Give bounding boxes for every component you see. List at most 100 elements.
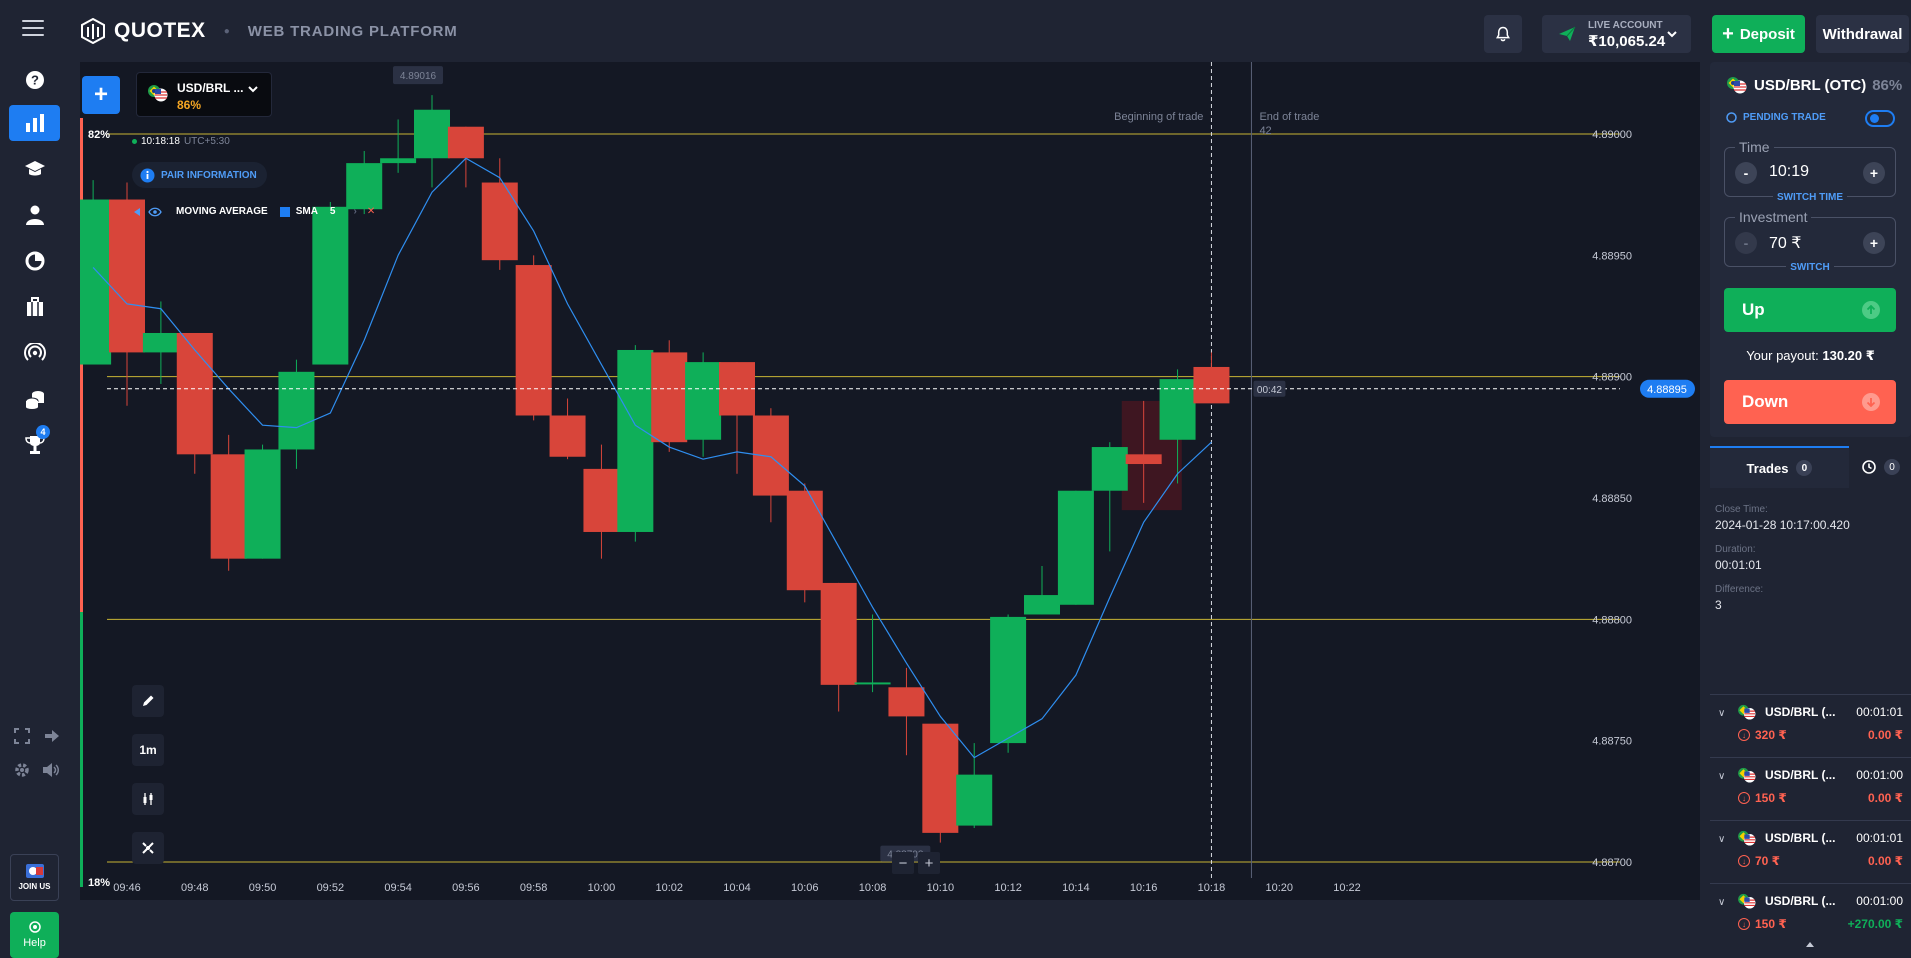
price-axis-label: 4.88750 (1592, 736, 1632, 748)
trade-asset-payout: 86% (1872, 76, 1903, 94)
drawing-tools-button[interactable] (132, 685, 164, 717)
down-label: Down (1742, 392, 1789, 411)
remove-indicator-icon[interactable]: ✕ (366, 206, 376, 217)
down-direction-icon: ↓ (1738, 855, 1750, 867)
withdrawal-button[interactable]: Withdrawal (1816, 15, 1909, 53)
usd-brl-flag-icon (148, 85, 168, 102)
candle-up (990, 616, 1027, 744)
candle-down (447, 126, 484, 159)
difference-label: Difference: (1715, 584, 1764, 595)
time-value[interactable]: 10:19 (1769, 163, 1810, 180)
trade-asset-name: USD/BRL (... (1765, 768, 1836, 782)
sidebar-item-support[interactable]: ? (9, 62, 60, 98)
pair-information-button[interactable]: PAIR INFORMATION (132, 162, 267, 188)
candle-down (820, 582, 857, 685)
duration-value: 00:01:01 (1715, 558, 1762, 572)
chevron-down-icon[interactable]: ∨ (1718, 897, 1726, 908)
usd-brl-flag-icon (1727, 77, 1747, 94)
tab-history[interactable]: 0 (1851, 446, 1911, 488)
pending-trade-toggle[interactable] (1865, 110, 1895, 127)
indicator-settings-icon[interactable]: › (353, 206, 357, 217)
investment-increase-button[interactable]: + (1863, 232, 1885, 254)
account-selector[interactable]: LIVE ACCOUNT ₹10,065.24 (1542, 15, 1691, 53)
timer-value: 00:42 (1257, 385, 1282, 396)
trade-row[interactable]: ∨ USD/BRL (... 00:01:01 ↓ 320 ₹ 0.00 ₹ (1710, 694, 1911, 756)
candle-down (515, 265, 552, 416)
zoom-out-button[interactable]: − (892, 852, 914, 874)
sidebar-item-achievements[interactable]: 4 (9, 425, 60, 463)
chart-icon (25, 114, 44, 132)
time-decrease-button[interactable]: - (1735, 162, 1757, 184)
investment-value[interactable]: 70 ₹ (1769, 235, 1802, 252)
zoom-in-button[interactable]: + (918, 852, 940, 874)
chevron-down-icon[interactable]: ∨ (1718, 834, 1726, 845)
trade-row[interactable]: ∨ USD/BRL (... 00:01:01 ↓ 70 ₹ 0.00 ₹ (1710, 820, 1911, 882)
server-time: 10:18:18 UTC+5:30 (132, 136, 230, 147)
help-button[interactable]: Help (10, 912, 59, 958)
indicators-button[interactable] (132, 832, 164, 864)
down-button[interactable]: Down (1724, 380, 1896, 424)
chevron-down-icon[interactable]: ∨ (1718, 708, 1726, 719)
chart-area[interactable]: 4.89000 4.88950 4.88900 4.88850 4.88800 4.887… (80, 62, 1700, 900)
chart-type-button[interactable] (132, 783, 164, 815)
join-us-label: JOIN US (18, 882, 51, 891)
fullscreen-icon[interactable] (14, 728, 30, 744)
clock-icon (1726, 112, 1737, 123)
arrow-down-icon (1862, 393, 1880, 411)
candlestick-chart[interactable]: 4.89000 4.88950 4.88900 4.88850 4.88800 4.887… (80, 62, 1700, 900)
account-balance: ₹10,065.24 (1588, 33, 1666, 50)
payout-value: 130.20 ₹ (1822, 348, 1875, 363)
add-asset-button[interactable]: + (82, 76, 120, 114)
speaker-icon[interactable] (42, 762, 60, 778)
sidebar-item-trading[interactable] (9, 105, 60, 141)
indicator-color-swatch[interactable] (279, 206, 290, 217)
logout-arrow-icon[interactable] (44, 728, 60, 744)
time-axis-label: 10:14 (1062, 882, 1090, 894)
asset-selector[interactable]: USD/BRL ... 86% (136, 72, 272, 117)
tab-trades[interactable]: Trades 0 (1710, 446, 1849, 488)
gear-icon[interactable] (14, 762, 30, 778)
sidebar-item-market[interactable] (9, 289, 60, 325)
candle-up (142, 332, 179, 353)
deposit-button[interactable]: + Deposit (1712, 15, 1805, 53)
live-dot-icon (132, 139, 137, 144)
trade-investment: 320 ₹ (1755, 728, 1787, 742)
info-icon (140, 168, 155, 182)
candle-up (244, 449, 281, 559)
account-type-label: LIVE ACCOUNT (1588, 20, 1663, 31)
eye-icon[interactable] (148, 207, 162, 217)
chevron-down-icon (1667, 31, 1677, 38)
switch-investment-link[interactable]: SWITCH (1725, 262, 1895, 273)
join-us-button[interactable]: JOIN US (10, 854, 59, 901)
investment-decrease-button[interactable]: - (1735, 232, 1757, 254)
sidebar-item-signals[interactable] (9, 335, 60, 371)
scroll-up-icon[interactable] (1806, 942, 1814, 947)
high-price-tag (393, 66, 443, 85)
trade-investment: 150 ₹ (1755, 917, 1787, 931)
timer-tag (1253, 380, 1286, 397)
notifications-button[interactable] (1484, 15, 1522, 53)
sidebar-item-profile[interactable] (9, 197, 60, 233)
up-button[interactable]: Up (1724, 288, 1896, 332)
trade-card: USD/BRL (OTC) 86% PENDING TRADE Time - 1… (1710, 62, 1911, 437)
trade-result: +270.00 ₹ (1847, 917, 1903, 931)
time-axis-label: 09:54 (384, 882, 412, 894)
collapse-arrow-icon[interactable] (132, 207, 142, 217)
sidebar-item-tournaments[interactable] (9, 381, 60, 417)
trade-row[interactable]: ∨ USD/BRL (... 00:01:00 ↓ 150 ₹ 0.00 ₹ (1710, 757, 1911, 819)
sidebar-item-education[interactable] (9, 151, 60, 187)
candle-up (312, 206, 349, 365)
time-axis-label: 09:48 (181, 882, 209, 894)
price-axis-label: 4.89000 (1592, 129, 1632, 141)
sidebar-item-analytics[interactable] (9, 243, 60, 279)
timeframe-button[interactable]: 1m (132, 734, 164, 766)
chevron-down-icon[interactable]: ∨ (1718, 771, 1726, 782)
investment-field: Investment - 70 ₹ + SWITCH (1724, 209, 1896, 273)
time-increase-button[interactable]: + (1863, 162, 1885, 184)
switch-time-link[interactable]: SWITCH TIME (1725, 192, 1895, 203)
time-axis-label: 10:12 (994, 882, 1022, 894)
current-price-value: 4.88895 (1647, 384, 1687, 396)
time-field: Time - 10:19 + SWITCH TIME (1724, 139, 1896, 203)
menu-icon[interactable] (22, 20, 44, 38)
trade-row[interactable]: ∨ USD/BRL (... 00:01:00 ↓ 150 ₹ +270.00 ₹ (1710, 883, 1911, 945)
